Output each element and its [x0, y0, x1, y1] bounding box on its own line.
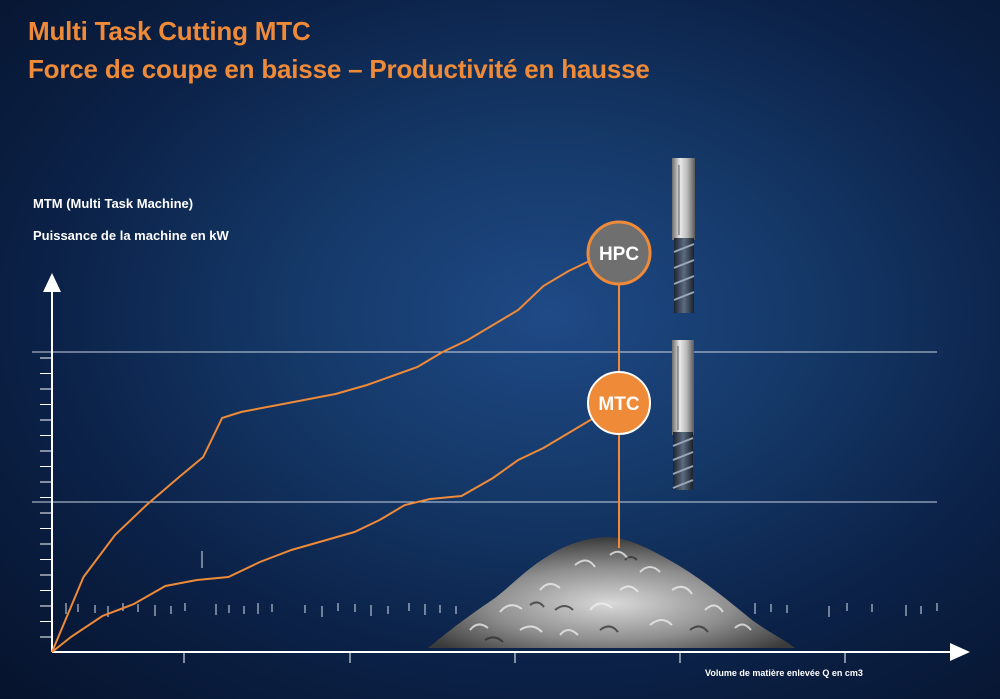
metal-chips-image	[428, 537, 795, 648]
marker-hpc: HPC	[586, 220, 652, 286]
page-title: Multi Task Cutting MTC Force de coupe en…	[28, 12, 650, 88]
series-line-mtc	[51, 402, 620, 653]
y-axis-label-line-1: MTM (Multi Task Machine)	[33, 196, 194, 211]
y-axis-arrow	[43, 273, 61, 292]
y-axis-label-line-2: Puissance de la machine en kW	[33, 228, 229, 243]
x-axis-label: Volume de matière enlevée Q en cm3	[705, 668, 863, 678]
title-line-2: Force de coupe en baisse – Productivité …	[28, 54, 650, 84]
marker-hpc-circle	[586, 220, 652, 286]
mtc-end-mill-image	[672, 340, 694, 490]
x-axis-arrow	[950, 643, 970, 661]
marker-mtc-circle	[587, 371, 651, 435]
marker-hpc-label: HPC	[599, 244, 639, 265]
decorative-tick-marks	[65, 551, 938, 617]
marker-mtc: MTC	[587, 371, 651, 435]
title-line-1: Multi Task Cutting MTC	[28, 16, 311, 46]
hpc-end-mill-image	[672, 158, 695, 313]
marker-mtc-label: MTC	[598, 394, 639, 415]
axis-ticks	[40, 357, 846, 663]
series-line-hpc	[51, 252, 620, 653]
reference-lines	[32, 351, 937, 503]
